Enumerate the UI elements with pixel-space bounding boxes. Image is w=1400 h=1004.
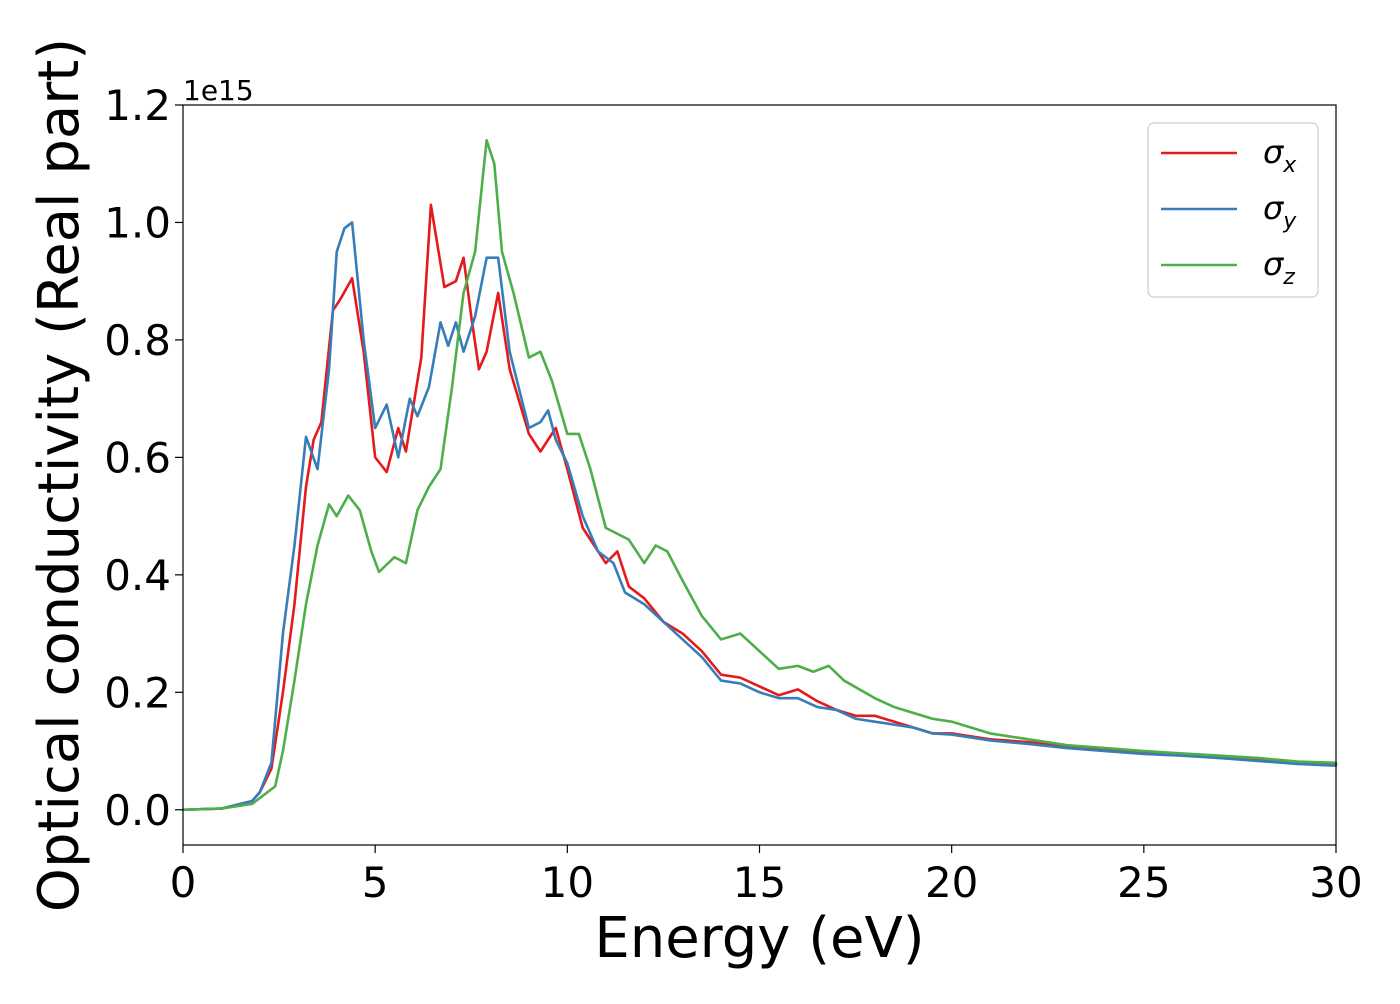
y-tick-label: 0.4 bbox=[104, 551, 171, 600]
y-tick-label: 0.6 bbox=[104, 433, 171, 482]
series-line-y bbox=[181, 221, 1338, 812]
x-tick-label: 20 bbox=[925, 858, 978, 907]
x-tick-label: 10 bbox=[541, 858, 594, 907]
x-tick-label: 0 bbox=[170, 858, 197, 907]
x-tick-label: 30 bbox=[1309, 858, 1362, 907]
x-tick-label: 25 bbox=[1117, 858, 1170, 907]
y-tick-label: 0.0 bbox=[104, 786, 171, 835]
y-axis-offset-label: 1e15 bbox=[183, 74, 254, 107]
legend-symbol: σ bbox=[1263, 245, 1285, 283]
legend-subscript: x bbox=[1282, 153, 1297, 178]
legend-label-y: σy bbox=[1263, 189, 1297, 234]
legend-symbol: σ bbox=[1263, 189, 1285, 227]
y-axis-label: Optical conductivity (Real part) bbox=[27, 38, 92, 912]
x-tick-label: 5 bbox=[362, 858, 389, 907]
y-tick-label: 0.2 bbox=[104, 668, 171, 717]
legend-subscript: y bbox=[1282, 209, 1297, 234]
x-tick-label: 15 bbox=[733, 858, 786, 907]
x-axis: 0 5 10 15 20 25 30 bbox=[170, 845, 1363, 907]
x-axis-label: Energy (eV) bbox=[594, 906, 924, 971]
legend-label-z: σz bbox=[1263, 245, 1295, 290]
legend-subscript: z bbox=[1282, 265, 1295, 290]
y-tick-label: 1.0 bbox=[104, 198, 171, 247]
legend-label-x: σx bbox=[1263, 133, 1297, 178]
y-axis: 0.0 0.2 0.4 0.6 0.8 1.0 1.2 bbox=[104, 81, 183, 835]
y-tick-label: 0.8 bbox=[104, 316, 171, 365]
series-layer bbox=[181, 138, 1338, 812]
series-line-z bbox=[181, 138, 1338, 812]
legend-symbol: σ bbox=[1263, 133, 1285, 171]
y-tick-label: 1.2 bbox=[104, 81, 171, 130]
